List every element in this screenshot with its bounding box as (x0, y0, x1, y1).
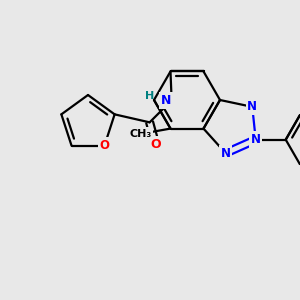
Text: N: N (160, 94, 171, 107)
Text: H: H (145, 91, 154, 101)
Text: O: O (150, 138, 161, 151)
Text: O: O (100, 139, 110, 152)
Text: N: N (247, 100, 257, 113)
Text: N: N (251, 133, 261, 146)
Text: CH₃: CH₃ (129, 129, 152, 139)
Text: N: N (220, 147, 231, 160)
